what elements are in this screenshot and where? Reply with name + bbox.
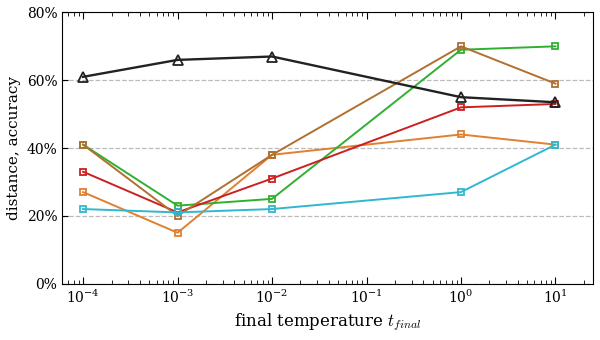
Y-axis label: distance, accuracy: distance, accuracy [7,76,21,220]
X-axis label: final temperature $t_{final}$: final temperature $t_{final}$ [234,311,421,333]
